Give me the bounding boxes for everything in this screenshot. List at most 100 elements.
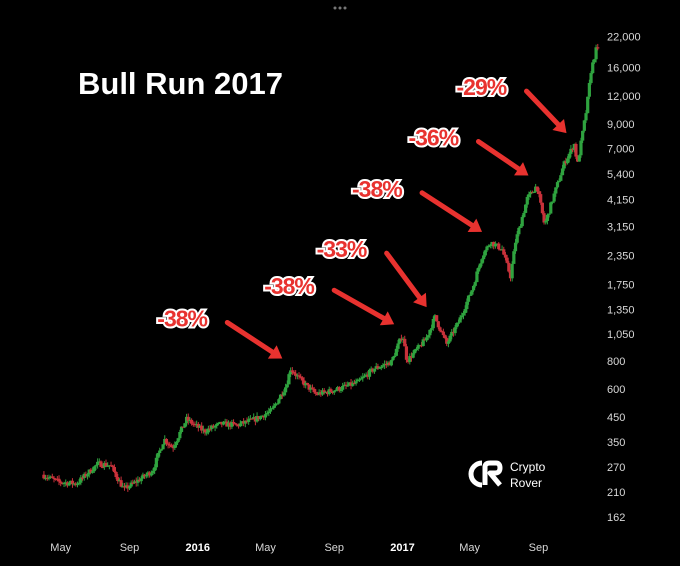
candle xyxy=(510,261,514,282)
candle xyxy=(493,241,497,249)
candle xyxy=(173,441,177,450)
candle xyxy=(42,471,46,480)
top-dots xyxy=(333,6,347,10)
candle xyxy=(208,425,212,432)
candle xyxy=(381,363,385,369)
y-tick-label: 270 xyxy=(607,462,625,474)
candle xyxy=(525,194,529,208)
candle xyxy=(166,441,170,449)
arrow-head-icon xyxy=(467,218,483,232)
candle xyxy=(137,477,142,482)
candle xyxy=(190,418,194,426)
candle xyxy=(587,79,591,100)
candle xyxy=(473,280,477,288)
candle xyxy=(550,201,555,205)
candle xyxy=(272,403,276,410)
candle xyxy=(567,152,571,163)
candle xyxy=(72,482,76,486)
candle xyxy=(317,389,321,396)
candle xyxy=(195,420,199,428)
drawdown-annotation: -38% xyxy=(155,303,283,359)
candle xyxy=(371,367,375,374)
candle xyxy=(560,164,565,176)
candle xyxy=(554,187,558,197)
candle xyxy=(178,429,182,441)
candle xyxy=(240,421,244,427)
candle xyxy=(295,373,299,380)
candle xyxy=(401,336,405,344)
candle xyxy=(497,242,501,251)
candle xyxy=(237,423,241,429)
drawdown-label: -38% xyxy=(352,176,402,202)
arrow-head-icon xyxy=(267,345,283,359)
candle xyxy=(149,470,153,477)
candle xyxy=(384,360,388,369)
candle xyxy=(352,379,357,385)
annotations: -38%-38%-33%-38%-36%-29% xyxy=(155,72,567,359)
candle xyxy=(114,471,118,480)
candle xyxy=(213,425,217,432)
y-tick-label: 2,350 xyxy=(607,250,635,262)
candle xyxy=(500,245,504,251)
y-tick-label: 162 xyxy=(607,512,625,524)
candle xyxy=(344,381,348,390)
y-tick-label: 16,000 xyxy=(607,63,641,75)
candle xyxy=(354,378,358,386)
candle xyxy=(163,435,167,446)
candle xyxy=(75,481,80,488)
candle xyxy=(419,341,424,348)
candle xyxy=(366,371,370,380)
candle xyxy=(426,334,430,340)
candle xyxy=(230,419,234,430)
candle xyxy=(574,142,578,159)
candle xyxy=(131,479,135,485)
y-axis: 22,000 16,000 12,000 9,000 7,000 5,400 4,150 3,… xyxy=(607,32,641,525)
candle xyxy=(176,437,180,443)
candle xyxy=(388,361,392,366)
x-tick-label: 2016 xyxy=(186,542,210,554)
candle xyxy=(94,464,98,471)
candle xyxy=(153,464,157,475)
candle xyxy=(436,320,440,330)
candle xyxy=(235,423,239,427)
candle xyxy=(555,180,560,189)
candle xyxy=(82,472,86,481)
candle xyxy=(231,419,236,427)
candle xyxy=(502,246,506,256)
candle xyxy=(522,211,526,218)
candle xyxy=(530,190,534,194)
candle xyxy=(351,380,355,387)
candle xyxy=(112,464,117,474)
candle xyxy=(507,261,511,273)
candle xyxy=(539,191,543,205)
candle xyxy=(377,366,382,369)
candle xyxy=(586,96,590,114)
candle xyxy=(292,370,296,375)
candle xyxy=(431,316,435,331)
candle xyxy=(441,328,445,338)
candle xyxy=(146,470,150,478)
candle xyxy=(482,251,486,263)
candle xyxy=(283,383,288,396)
candle xyxy=(458,314,462,323)
candle xyxy=(591,59,595,75)
candle xyxy=(60,482,64,485)
candle xyxy=(529,190,533,198)
candle xyxy=(549,201,553,214)
logo-text-line1: Crypto xyxy=(510,460,546,474)
candle xyxy=(359,375,363,380)
candle xyxy=(463,305,467,316)
candle xyxy=(362,373,367,378)
candle xyxy=(92,465,96,474)
candle xyxy=(87,469,91,478)
x-tick-label: Sep xyxy=(529,542,549,554)
candle xyxy=(248,415,252,420)
candle xyxy=(188,417,192,424)
candle xyxy=(349,379,353,390)
candle xyxy=(547,213,551,218)
candle xyxy=(247,416,251,425)
candle xyxy=(403,335,407,347)
candle xyxy=(325,390,330,397)
candle xyxy=(139,476,143,485)
